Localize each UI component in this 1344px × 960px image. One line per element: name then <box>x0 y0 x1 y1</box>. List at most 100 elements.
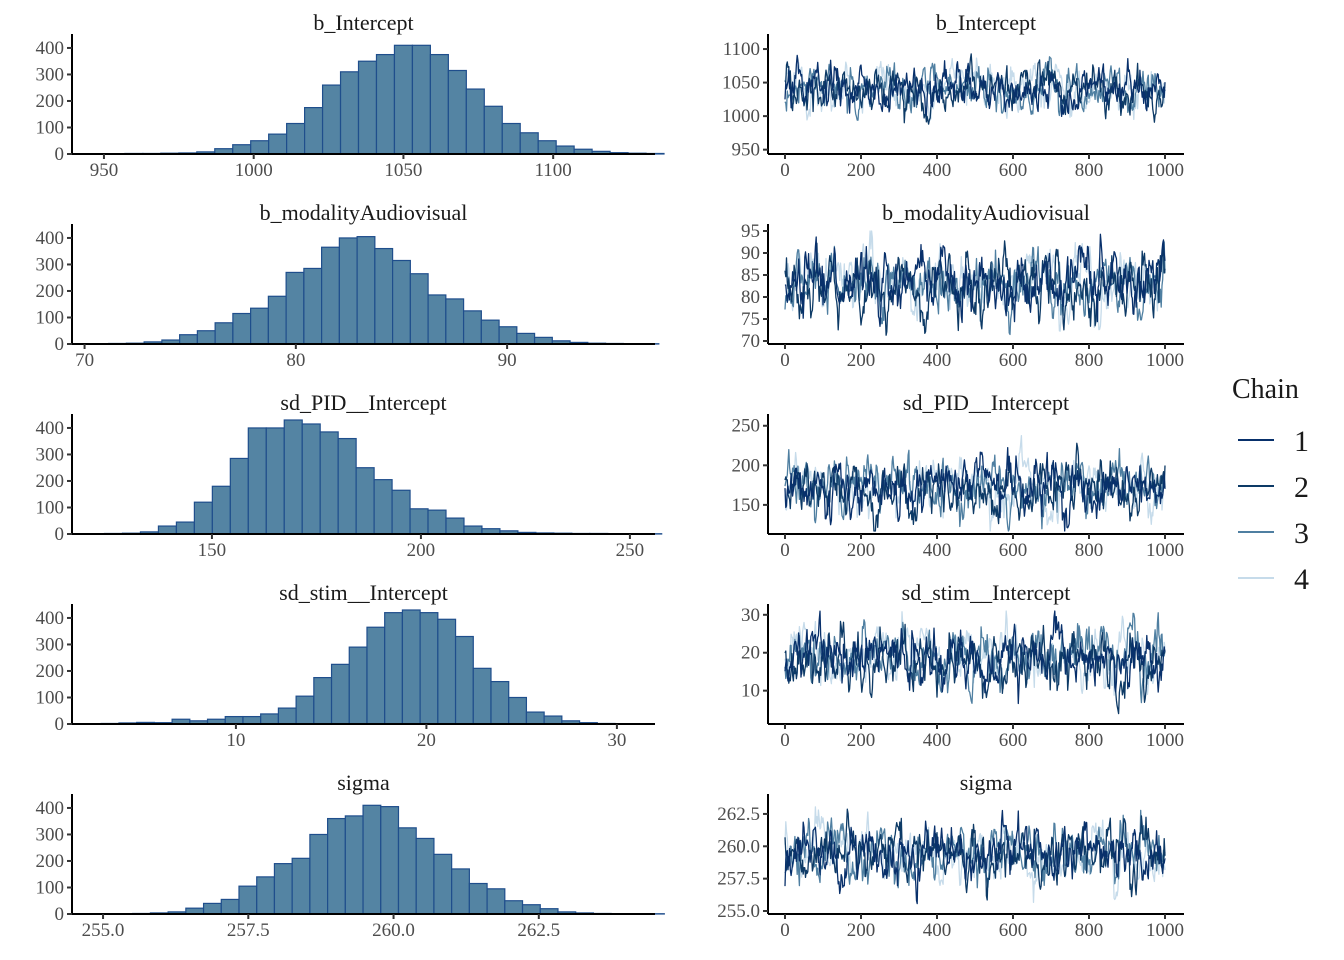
histogram-y-tick-label: 200 <box>36 471 65 492</box>
histogram-bar <box>362 804 382 915</box>
trace-line-chain-4 <box>784 230 1166 332</box>
histogram-bar <box>433 853 453 915</box>
trace-y-tick-label: 85 <box>741 265 760 286</box>
histogram-bar <box>392 259 411 345</box>
histogram-y-tick-label: 0 <box>55 524 65 545</box>
histogram-bar <box>224 715 244 725</box>
histogram-bar <box>373 479 393 535</box>
histogram-bar <box>537 140 557 155</box>
histogram-bar <box>286 122 306 155</box>
histogram-bar <box>337 437 357 535</box>
histogram-bar <box>260 713 279 725</box>
trace-y-tick-label: 150 <box>732 495 761 516</box>
histogram-y-tick-label: 100 <box>36 117 65 138</box>
trace-y-tick-label: 200 <box>732 455 761 476</box>
histogram-panel-b_Intercept: b_Intercept 0 100 200 300 400 950 1000 1050 1100 <box>36 10 665 181</box>
histogram-bar <box>427 509 447 535</box>
histogram-bar <box>283 419 303 535</box>
histogram-bar <box>250 140 270 155</box>
histogram-bar <box>486 888 506 915</box>
trace-x-tick-label: 0 <box>780 540 790 561</box>
histogram-bar <box>321 246 340 345</box>
histogram-bar <box>427 294 447 345</box>
histogram-bar <box>521 904 541 915</box>
histogram-panel-sigma: sigma 0 100 200 300 400 255.0 257.5 260.0 262.5 <box>36 770 665 941</box>
histogram-y-tick-label: 200 <box>36 91 65 112</box>
histogram-bar <box>375 53 396 155</box>
histogram-bar <box>463 525 483 535</box>
histogram-bar <box>468 882 488 915</box>
trace-x-tick-label: 600 <box>999 160 1028 181</box>
histogram-bar <box>175 521 195 535</box>
histogram-bar <box>303 267 323 345</box>
trace-x-tick-label: 800 <box>1075 350 1104 371</box>
trace-y-tick-label: 80 <box>741 287 760 308</box>
histogram-bar <box>525 711 545 725</box>
histogram-y-tick-label: 300 <box>36 254 65 275</box>
trace-x-tick-label: 400 <box>923 350 952 371</box>
histogram-x-tick-label: 20 <box>417 730 436 751</box>
histogram-y-tick-label: 100 <box>36 877 65 898</box>
trace-panel-b_Intercept: b_Intercept 950 1000 1050 1100 0 200 400 600 800 1… <box>722 10 1184 181</box>
trace-y-tick-label: 10 <box>741 681 760 702</box>
histogram-bar <box>232 312 252 345</box>
histogram-bar <box>220 898 240 915</box>
histogram-y-tick-label: 0 <box>55 334 65 355</box>
trace-y-tick-label: 95 <box>741 221 760 242</box>
trace-line-chain-1 <box>784 447 1166 532</box>
histogram-bar <box>214 322 234 345</box>
histogram-bar <box>393 44 414 155</box>
histogram-bar <box>445 298 465 345</box>
histogram-bar <box>277 707 297 725</box>
trace-line-chain-1 <box>784 54 1166 118</box>
legend-title: Chain <box>1232 374 1299 405</box>
histogram-title: sd_stim__Intercept <box>279 580 448 605</box>
histogram-x-tick-label: 1050 <box>384 160 422 181</box>
histogram-bar <box>462 310 482 345</box>
trace-title: sd_stim__Intercept <box>902 580 1071 605</box>
histogram-bar <box>411 44 431 155</box>
trace-line-chain-3 <box>784 447 1166 532</box>
histogram-x-tick-label: 1000 <box>235 160 273 181</box>
trace-y-tick-label: 262.5 <box>717 804 760 825</box>
trace-panel-sd_PID__Intercept: sd_PID__Intercept 150 200 250 0 200 400 600 800 1… <box>732 390 1184 561</box>
histogram-bar <box>357 60 378 155</box>
trace-x-tick-label: 400 <box>923 540 952 561</box>
histogram-bar <box>391 489 411 535</box>
histogram-y-tick-label: 400 <box>36 228 65 249</box>
histogram-bar <box>268 133 288 155</box>
trace-line-chain-2 <box>784 808 1166 901</box>
histogram-bar <box>380 806 400 915</box>
trace-title: sd_PID__Intercept <box>903 390 1069 415</box>
histogram-x-tick-label: 80 <box>286 350 305 371</box>
histogram-bar <box>504 900 524 915</box>
trace-x-tick-label: 200 <box>847 350 876 371</box>
trace-line-chain-1 <box>784 610 1166 705</box>
histogram-bar <box>238 885 258 915</box>
histogram-x-tick-label: 950 <box>90 160 119 181</box>
histogram-bar <box>273 863 293 915</box>
trace-x-tick-label: 400 <box>923 160 952 181</box>
histogram-x-tick-label: 250 <box>616 540 645 561</box>
trace-line-chain-1 <box>784 233 1166 327</box>
trace-x-tick-label: 0 <box>780 920 790 941</box>
histogram-x-tick-label: 200 <box>407 540 436 561</box>
histogram-bar <box>330 663 350 725</box>
histogram-y-tick-label: 100 <box>36 307 65 328</box>
trace-title: b_modalityAudiovisual <box>882 200 1090 225</box>
histogram-bar <box>454 635 474 725</box>
histogram-bar <box>498 326 518 345</box>
histogram-bar <box>374 247 394 345</box>
trace-title: sigma <box>960 770 1013 795</box>
trace-panel-sd_stim__Intercept: sd_stim__Intercept 10 20 30 0 200 400 600 800 100… <box>741 580 1184 751</box>
histogram-bar <box>472 667 492 725</box>
trace-y-tick-label: 1000 <box>722 106 760 127</box>
histogram-bar <box>247 427 267 535</box>
histogram-title: sd_PID__Intercept <box>280 390 446 415</box>
trace-x-tick-label: 1000 <box>1146 350 1184 371</box>
trace-x-tick-label: 400 <box>923 920 952 941</box>
histogram-bar <box>232 144 252 155</box>
histogram-bar <box>401 609 421 725</box>
histogram-bar <box>437 618 457 725</box>
